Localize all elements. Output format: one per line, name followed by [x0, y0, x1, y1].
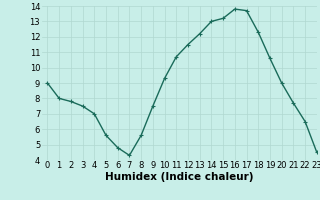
- X-axis label: Humidex (Indice chaleur): Humidex (Indice chaleur): [105, 172, 253, 182]
